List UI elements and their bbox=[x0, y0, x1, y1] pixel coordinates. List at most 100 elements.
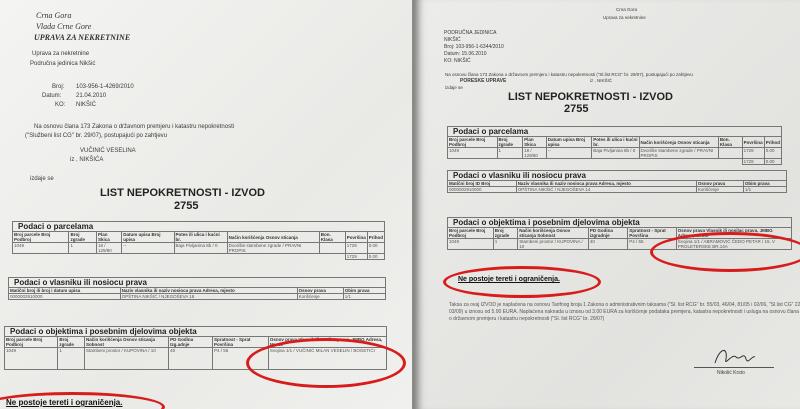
table-cell: 1 bbox=[57, 347, 86, 370]
total-row: 1729 0.00 bbox=[448, 158, 783, 165]
table-cell: 0.00 bbox=[366, 242, 386, 254]
issued-text: izdaje se bbox=[30, 176, 54, 182]
column-header: Broj zgrade bbox=[496, 136, 524, 148]
table-cell bbox=[448, 159, 743, 165]
header-row: Broj parcele Broj Podbroj Broj zgrade Plan… bbox=[11, 231, 386, 243]
column-header: Broj parcele Broj Podbroj bbox=[447, 227, 494, 239]
table-caption: Podaci o parcelama bbox=[447, 126, 782, 137]
table-cell: 1 bbox=[496, 147, 524, 159]
table-cell: 0.00 bbox=[366, 253, 386, 260]
header-row: Podaci o parcelama bbox=[12, 221, 385, 232]
header-row: Podaci o objektima i posebnim djelovima … bbox=[4, 326, 387, 337]
table-cell: 0000002910000 bbox=[8, 293, 121, 300]
column-header: Plan Skica bbox=[95, 231, 123, 243]
table-cell: 1049 bbox=[3, 347, 59, 370]
header-line: Crna Gora bbox=[616, 7, 638, 12]
signature-icon bbox=[714, 350, 756, 364]
column-header: PD Godina Izg.adnje bbox=[168, 336, 213, 348]
table-cell: 40 bbox=[587, 238, 629, 250]
table-row: 1049 1 18 / 129/80 -- Baja Pivljanina 8b / 0… bbox=[11, 242, 386, 254]
column-header: Bon. Klasa bbox=[318, 231, 346, 243]
table-caption: Podaci o objektima i posebnim djelovima … bbox=[4, 326, 387, 337]
table-cell: 1049 bbox=[11, 242, 70, 254]
parcels-table: Podaci o parcelama Broj parcele Broj Pod… bbox=[447, 126, 783, 165]
intro-text: Na osnovu člana 173 Zakona o državnom pr… bbox=[445, 72, 693, 77]
table-cell: 40 bbox=[168, 347, 213, 370]
table-cell bbox=[717, 147, 743, 159]
column-header: Broj zgrade bbox=[492, 227, 519, 239]
header-row: Podaci o vlasniku ili nosiocu prava bbox=[8, 277, 386, 288]
column-header: Bon. Klasa bbox=[717, 136, 743, 148]
column-header: Spratnost - Sprat Površina bbox=[212, 336, 269, 348]
office-line: Područna jedinica Nikšić bbox=[30, 61, 96, 67]
table-cell: 18 / 129/80 bbox=[522, 147, 547, 159]
table-cell: 1729 bbox=[741, 158, 765, 165]
table-caption: Podaci o parcelama bbox=[12, 221, 385, 232]
broj-value: Broj: 103-956-1-6344/2010 bbox=[444, 44, 504, 50]
intro-text: Na osnovu člana 173 Zakona o državnom pr… bbox=[34, 124, 235, 130]
table-cell: Baja Pivljanina 8b / 0 bbox=[173, 242, 228, 254]
fee-paragraph: Taksa za ovaj IZVOD je naplaćena na osno… bbox=[449, 302, 800, 322]
applicant-name: PORESKE UPRAVE bbox=[460, 78, 507, 84]
ko-value: NIKŠIĆ bbox=[76, 102, 97, 108]
table-caption: Podaci o vlasniku ili nosiocu prava bbox=[447, 170, 787, 181]
table-cell: 1049 bbox=[447, 147, 498, 159]
table-cell: Dvorište stambene zgrade / PRAVNI PROPIS bbox=[226, 242, 320, 254]
header-line: Vlada Crne Gore bbox=[36, 22, 92, 31]
right-document: Crna Gora Uprava za nekretnine PODRUČNA … bbox=[414, 0, 800, 409]
table-cell: 1/1 bbox=[742, 186, 788, 193]
table-cell: 1729 bbox=[741, 147, 765, 159]
column-header: Način korišćenja Osnov sticanja bbox=[226, 231, 320, 243]
signature-line bbox=[694, 367, 774, 368]
applicant-place: iz , NIKŠIĆ bbox=[590, 78, 613, 83]
column-header: Broj zgrade bbox=[68, 231, 97, 243]
table-cell: 1 bbox=[492, 238, 519, 250]
table-caption: Podaci o vlasniku ili nosiocu prava bbox=[8, 277, 386, 288]
parcels-table: Podaci o parcelama Broj parcele Broj Pod… bbox=[11, 221, 386, 260]
datum-value: Datum: 15.06.2010 bbox=[444, 51, 487, 57]
broj-value: 103-956-1-4269/2010 bbox=[76, 84, 134, 90]
table-cell: 0000002910000 bbox=[447, 186, 517, 193]
document-number: 2755 bbox=[174, 200, 199, 212]
table-row: 1049 1 18 / 129/80 -- Baja Pivljanina 8b / 0… bbox=[447, 147, 783, 159]
office-line: Uprava za nekretnine bbox=[32, 51, 90, 57]
column-header: Broj zgrade bbox=[57, 336, 86, 348]
column-header: Spratnost - Sprat Površina bbox=[627, 227, 677, 239]
table-cell: 1729 bbox=[344, 253, 368, 260]
column-header: Površina bbox=[741, 136, 765, 148]
document-number: 2755 bbox=[564, 103, 589, 115]
column-header: Površina bbox=[344, 231, 368, 243]
column-header: Način korišćenja Osnov sticanja Sobnost bbox=[84, 336, 170, 348]
table-cell: -- bbox=[545, 147, 593, 159]
table-cell: Dvorište stambene zgrade / PRAVNI PROPIS bbox=[638, 147, 719, 159]
column-header: Prihod bbox=[763, 136, 783, 148]
table-cell: OPŠTINA NIKŠIĆ / NJEGOŠEVA 14 bbox=[515, 186, 697, 193]
left-document: Crna Gora Vlada Crne Gore UPRAVA ZA NEKR… bbox=[0, 0, 412, 409]
table-cell: 1049 bbox=[447, 238, 494, 250]
table-cell: 1729 bbox=[344, 242, 368, 254]
total-row: 1729 0.00 bbox=[13, 253, 386, 260]
datum-label: Datum: bbox=[42, 93, 62, 99]
header-line: UPRAVA ZA NEKRETNINE bbox=[34, 33, 131, 42]
header-row: Broj parcele Broj Podbroj Broj zgrade Plan… bbox=[447, 136, 783, 148]
header-row: Podaci o vlasniku ili nosiocu prava bbox=[447, 170, 787, 181]
column-header: Plan Skica bbox=[522, 136, 547, 148]
table-cell: OPŠTINA NIKŠIĆ / NJEGOŠEVA 18 bbox=[119, 293, 298, 300]
red-highlight-circle bbox=[443, 266, 601, 298]
table-cell: 0.00 bbox=[763, 158, 783, 165]
table-cell: 0.00 bbox=[763, 147, 783, 159]
table-cell: 1/1 bbox=[342, 293, 387, 300]
table-cell: Stambeni prostor / KUPOVINA / 10 bbox=[84, 347, 170, 370]
intro-text: ("Službeni list CG" br. 29/07), postupaj… bbox=[25, 133, 168, 139]
datum-value: 21.04.2010 bbox=[76, 93, 107, 99]
red-highlight-circle bbox=[0, 392, 165, 409]
table-row: 0000002910000 OPŠTINA NIKŠIĆ / NJEGOŠEVA … bbox=[8, 293, 387, 300]
signatory-name: Nikolić Krsto bbox=[717, 370, 745, 376]
column-header: Način korišćenja Osnov sticanja Sobnost bbox=[517, 227, 589, 239]
column-header: Prihod bbox=[366, 231, 386, 243]
column-header: Broj parcele Broj Podbroj bbox=[3, 336, 59, 348]
table-cell: Baja Pivljanina 8b / 0 bbox=[591, 147, 640, 159]
issued-text: izdaje se bbox=[445, 85, 463, 90]
table-cell: Korišćenje bbox=[296, 293, 344, 300]
red-highlight-circle bbox=[246, 338, 406, 388]
